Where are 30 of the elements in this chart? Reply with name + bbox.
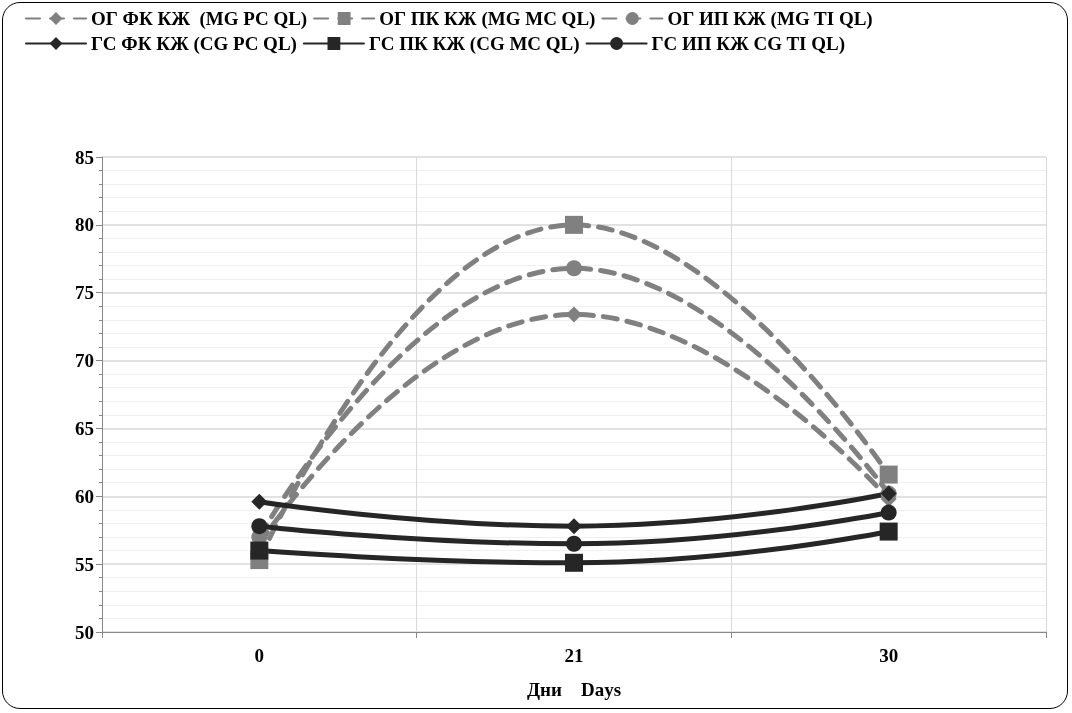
y-tick-label: 75 [75, 282, 94, 304]
point [880, 504, 897, 521]
legend-label: ГС ФК КЖ (CG PC QL) [91, 33, 297, 55]
legend-label: ОГ ФК КЖ (MG PC QL) [91, 8, 308, 30]
point [565, 553, 583, 572]
point [879, 465, 898, 484]
point [250, 541, 269, 560]
y-tick-label: 70 [75, 350, 94, 372]
point [566, 260, 582, 277]
x-tick-label: 21 [564, 645, 584, 666]
point [566, 518, 582, 535]
x-axis-title: Дни Days [526, 679, 622, 700]
legend-label: ОГ ПК КЖ (MG MC QL) [379, 8, 596, 30]
point [565, 215, 583, 234]
point [566, 306, 582, 323]
point [879, 522, 898, 541]
y-tick-label: 60 [75, 485, 94, 507]
point [251, 518, 268, 535]
point [566, 535, 582, 552]
legend-label: ГС ИП КЖ CG TI QL) [651, 33, 846, 55]
y-tick-label: 85 [75, 146, 94, 168]
x-tick-label: 0 [254, 645, 265, 666]
y-tick-label: 50 [75, 621, 94, 643]
legend-label: ОГ ИП КЖ (MG TI QL) [667, 8, 873, 30]
x-tick-label: 30 [879, 645, 899, 666]
legend-label: ГС ПК КЖ (CG MC QL) [368, 33, 580, 55]
y-tick-label: 55 [75, 553, 94, 575]
point [251, 493, 268, 510]
y-tick-label: 80 [75, 214, 94, 236]
y-tick-label: 65 [75, 417, 94, 439]
